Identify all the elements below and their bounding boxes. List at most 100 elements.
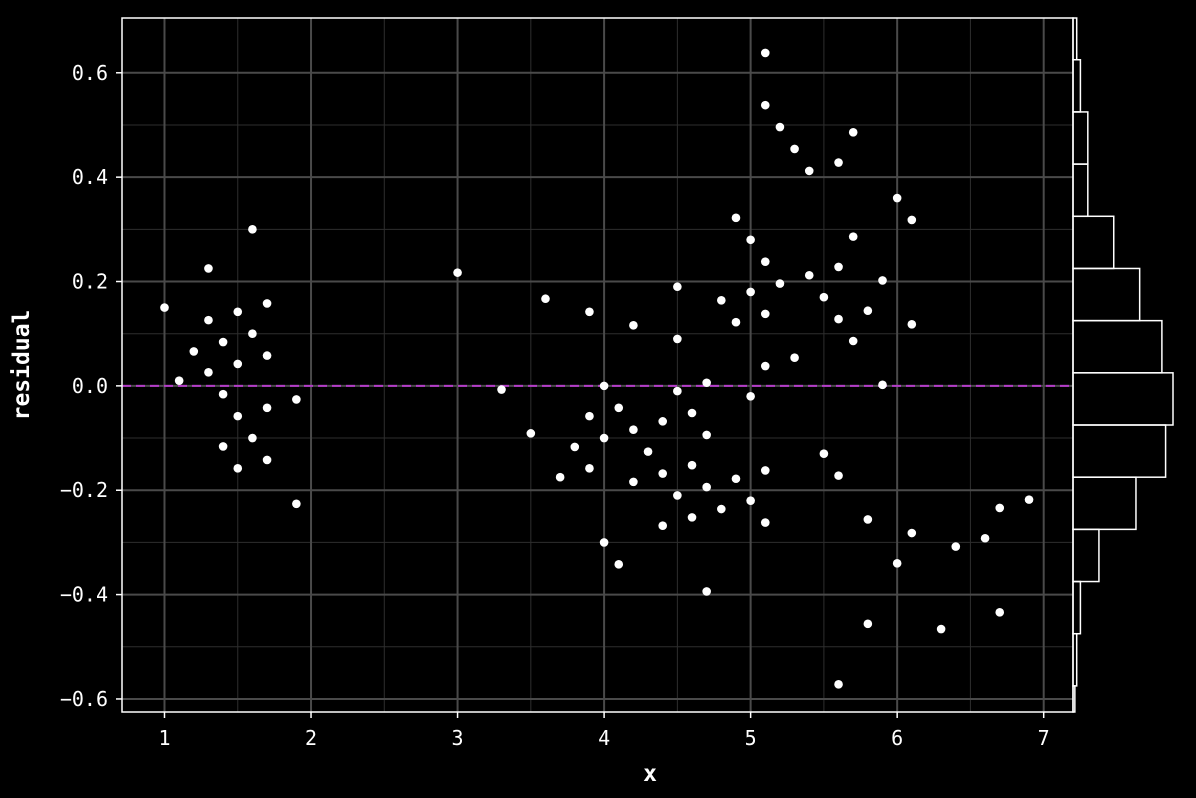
data-point bbox=[760, 257, 770, 266]
data-point bbox=[262, 351, 272, 360]
data-point bbox=[760, 100, 770, 110]
data-point bbox=[541, 294, 550, 304]
data-point bbox=[218, 442, 228, 451]
data-point bbox=[189, 347, 199, 356]
y-tick-label: 0.0 bbox=[72, 374, 108, 398]
data-point bbox=[453, 268, 462, 277]
x-tick-label: 6 bbox=[891, 726, 903, 750]
data-point bbox=[775, 279, 785, 288]
scatter-points bbox=[160, 48, 1034, 689]
x-tick-label: 3 bbox=[452, 726, 464, 750]
data-point bbox=[746, 287, 755, 297]
data-point bbox=[790, 353, 799, 362]
data-point bbox=[995, 608, 1005, 617]
data-point bbox=[936, 624, 946, 634]
data-point bbox=[658, 469, 668, 478]
data-point bbox=[863, 515, 873, 524]
data-point bbox=[760, 361, 770, 371]
y-tick-label: 0.4 bbox=[72, 165, 108, 189]
data-point bbox=[717, 504, 726, 514]
data-point bbox=[848, 127, 858, 137]
data-point bbox=[687, 408, 697, 418]
data-point bbox=[863, 306, 873, 316]
data-point bbox=[658, 521, 668, 531]
x-tick-label: 1 bbox=[158, 726, 170, 750]
data-point bbox=[555, 472, 565, 482]
data-point bbox=[746, 235, 755, 245]
data-point bbox=[218, 337, 228, 347]
data-point bbox=[614, 403, 624, 413]
data-point bbox=[702, 482, 711, 492]
data-point bbox=[892, 193, 902, 203]
data-point bbox=[585, 307, 594, 317]
data-point bbox=[878, 276, 887, 285]
data-point bbox=[233, 307, 243, 317]
data-point bbox=[731, 474, 741, 484]
data-point bbox=[629, 321, 638, 330]
data-point bbox=[497, 385, 506, 394]
data-point bbox=[248, 433, 257, 443]
data-point bbox=[658, 417, 668, 426]
data-point bbox=[248, 329, 257, 338]
data-point bbox=[951, 542, 961, 551]
data-point bbox=[702, 430, 711, 440]
y-axis-ticks: −0.6 −0.4 −0.2 0.0 0.2 0.4 0.6 bbox=[60, 61, 122, 711]
x-tick-label: 2 bbox=[305, 726, 317, 750]
data-point bbox=[248, 225, 257, 234]
histogram-bar bbox=[1072, 17, 1078, 61]
data-point bbox=[262, 455, 272, 465]
data-point bbox=[687, 460, 697, 470]
x-axis-label: x bbox=[643, 761, 657, 787]
y-tick-label: 0.2 bbox=[72, 270, 108, 294]
data-point bbox=[218, 389, 228, 399]
data-point bbox=[717, 295, 726, 305]
data-point bbox=[673, 491, 682, 500]
data-point bbox=[673, 386, 682, 396]
data-point bbox=[614, 560, 624, 569]
data-point bbox=[834, 314, 843, 324]
data-point bbox=[702, 587, 711, 596]
data-point bbox=[760, 309, 770, 319]
x-tick-label: 4 bbox=[598, 726, 610, 750]
data-point bbox=[570, 442, 580, 452]
x-tick-label: 5 bbox=[745, 726, 757, 750]
marginal-histogram bbox=[1072, 17, 1174, 713]
data-point bbox=[599, 538, 609, 547]
data-point bbox=[673, 334, 682, 344]
data-point bbox=[834, 471, 843, 480]
data-point bbox=[834, 680, 843, 689]
minor-grid bbox=[122, 18, 1073, 712]
data-point bbox=[995, 503, 1005, 513]
data-point bbox=[848, 232, 858, 241]
data-point bbox=[819, 449, 829, 459]
data-point bbox=[233, 464, 243, 473]
data-point bbox=[526, 429, 536, 438]
data-point bbox=[629, 477, 638, 487]
data-point bbox=[585, 464, 594, 473]
data-point bbox=[262, 403, 272, 413]
data-point bbox=[1024, 495, 1034, 504]
data-point bbox=[907, 528, 917, 538]
data-point bbox=[790, 144, 799, 154]
data-point bbox=[892, 558, 902, 568]
y-axis-label: residual bbox=[9, 310, 35, 421]
y-tick-label: −0.4 bbox=[60, 583, 108, 607]
data-point bbox=[760, 518, 770, 527]
data-point bbox=[907, 215, 917, 225]
data-point bbox=[746, 496, 755, 505]
data-point bbox=[834, 158, 843, 167]
data-point bbox=[204, 315, 213, 325]
y-tick-label: 0.6 bbox=[72, 61, 108, 85]
y-tick-label: −0.6 bbox=[60, 687, 108, 711]
data-point bbox=[292, 499, 301, 509]
data-point bbox=[687, 513, 697, 522]
data-point bbox=[174, 376, 184, 385]
x-axis-ticks: 1 2 3 4 5 6 7 bbox=[158, 712, 1050, 750]
data-point bbox=[160, 303, 169, 312]
data-point bbox=[760, 466, 770, 475]
data-point bbox=[262, 299, 272, 308]
data-point bbox=[804, 270, 814, 280]
data-point bbox=[292, 395, 301, 404]
